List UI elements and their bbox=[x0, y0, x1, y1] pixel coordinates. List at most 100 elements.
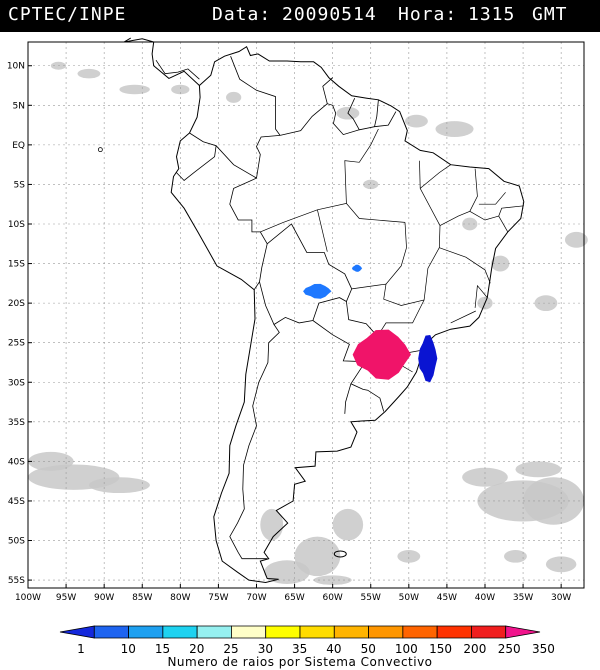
legend-tick-label: 50 bbox=[360, 642, 376, 656]
country-border bbox=[259, 223, 353, 326]
date-value: 20090514 bbox=[282, 4, 377, 25]
lon-label: 55W bbox=[361, 593, 381, 602]
cloud-area bbox=[504, 550, 527, 563]
lon-label: 60W bbox=[322, 593, 342, 602]
cloud-area bbox=[332, 508, 364, 541]
state-border bbox=[439, 247, 491, 284]
lat-label: 20S bbox=[8, 299, 25, 309]
lon-label: 30W bbox=[551, 593, 571, 602]
falkland-islands bbox=[333, 550, 347, 558]
legend-tick-label: 100 bbox=[394, 642, 418, 656]
legend-swatch bbox=[471, 625, 507, 639]
legend-tick-label: 10 bbox=[120, 642, 136, 656]
legend-swatch bbox=[299, 625, 335, 639]
lat-label: 15S bbox=[8, 260, 25, 270]
cloud-area bbox=[171, 84, 190, 95]
convective-system-mato-grosso-shape bbox=[351, 264, 363, 272]
legend-tick-label: 30 bbox=[257, 642, 273, 656]
lon-label: 75W bbox=[208, 593, 228, 602]
country-border bbox=[176, 132, 217, 182]
map-panel: 10N 5N EQ 5S 10S 15S 20S 25S 30S 35S 40S 45S 50S 55S 1… bbox=[0, 32, 600, 602]
country-border bbox=[229, 324, 280, 560]
lat-label: 35S bbox=[8, 418, 25, 428]
central-america-coastline bbox=[123, 37, 200, 86]
convective-system-bolivia-shape bbox=[303, 283, 332, 299]
lon-label: 80W bbox=[170, 593, 190, 602]
state-border bbox=[450, 310, 476, 324]
galapagos-islands bbox=[97, 147, 103, 153]
lat-label: 40S bbox=[8, 457, 25, 467]
legend-tick-label: 1 bbox=[77, 642, 85, 656]
cloud-area bbox=[77, 68, 101, 79]
legend-tick-label: 20 bbox=[189, 642, 205, 656]
cloud-area bbox=[28, 451, 74, 471]
legend-tick-label: 200 bbox=[463, 642, 487, 656]
coastline-layer bbox=[97, 37, 525, 584]
state-border bbox=[260, 203, 406, 233]
lat-label: 5N bbox=[13, 101, 25, 111]
state-border bbox=[344, 128, 379, 204]
lat-label: 5S bbox=[14, 180, 26, 190]
country-border bbox=[256, 135, 281, 179]
legend-swatch bbox=[436, 625, 472, 639]
state-border bbox=[469, 210, 499, 221]
legend-swatch bbox=[402, 625, 438, 639]
title-bar: CPTEC/INPE Data: 20090514 Hora: 1315 GMT bbox=[0, 0, 600, 32]
cloud-area bbox=[435, 121, 474, 137]
cloud-area bbox=[405, 114, 428, 128]
legend-swatch bbox=[162, 625, 198, 639]
state-border bbox=[378, 299, 425, 335]
lat-label: EQ bbox=[12, 141, 25, 151]
time-value: 1315 bbox=[468, 4, 516, 25]
legend-tick-label: 35 bbox=[292, 642, 308, 656]
legend-colorbar bbox=[59, 625, 541, 639]
legend-swatch bbox=[231, 625, 267, 639]
lat-label: 50S bbox=[8, 537, 25, 547]
cloud-area bbox=[363, 179, 379, 190]
convective-systems-layer bbox=[303, 264, 438, 383]
legend-swatch bbox=[196, 625, 232, 639]
state-border bbox=[478, 192, 506, 205]
country-border bbox=[374, 99, 379, 127]
lon-label: 35W bbox=[513, 593, 533, 602]
country-border bbox=[280, 103, 328, 136]
legend-swatch bbox=[93, 625, 129, 639]
legend-tick-label: 250 bbox=[497, 642, 521, 656]
country-border bbox=[344, 383, 352, 414]
legend-swatch bbox=[59, 625, 95, 639]
cloud-area bbox=[515, 461, 562, 478]
lat-label: 10N bbox=[7, 62, 25, 72]
cloud-area bbox=[534, 295, 558, 312]
legend-swatch bbox=[505, 625, 541, 639]
cloud-area bbox=[88, 477, 150, 494]
legend-swatch bbox=[368, 625, 404, 639]
legend-tick-label: 350 bbox=[532, 642, 555, 656]
cloud-area bbox=[313, 575, 352, 585]
cloud-area bbox=[564, 231, 588, 248]
convective-system-south-main bbox=[352, 329, 411, 380]
legend-tick-label: 150 bbox=[429, 642, 453, 656]
convective-system-south-coast-shape bbox=[418, 335, 438, 383]
legend-tick-label: 15 bbox=[154, 642, 171, 656]
country-border bbox=[322, 77, 397, 136]
map-svg: 10N 5N EQ 5S 10S 15S 20S 25S 30S 35S 40S 45S 50S 55S 1… bbox=[7, 37, 588, 602]
lon-label: 45W bbox=[437, 593, 457, 602]
lon-label: 40W bbox=[475, 593, 495, 602]
state-border bbox=[419, 164, 451, 189]
state-border bbox=[439, 168, 478, 226]
country-border bbox=[347, 98, 360, 130]
lon-label: 100W bbox=[15, 593, 41, 602]
state-border bbox=[351, 283, 387, 290]
cloud-area bbox=[397, 550, 421, 563]
legend-swatch bbox=[333, 625, 369, 639]
cloud-area bbox=[491, 255, 510, 272]
cloud-area bbox=[119, 84, 150, 95]
legend: 1 10 15 20 25 30 35 40 50 100 150 200 250 350 Numero … bbox=[0, 622, 600, 670]
timezone-label: GMT bbox=[532, 4, 568, 25]
legend-swatch bbox=[128, 625, 164, 639]
legend-title: Numero de raios por Sistema Convectivo bbox=[167, 655, 433, 669]
state-border bbox=[498, 205, 524, 233]
lat-label: 45S bbox=[8, 497, 25, 507]
cloud-area bbox=[545, 556, 577, 573]
state-border bbox=[383, 160, 441, 306]
